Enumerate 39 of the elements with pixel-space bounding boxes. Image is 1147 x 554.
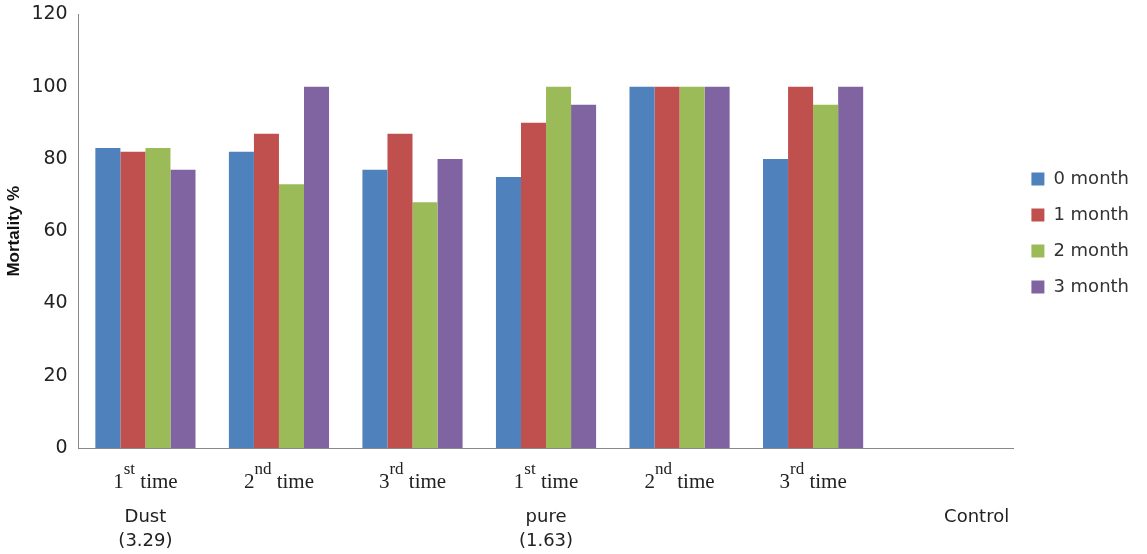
y-tick-label: 120 xyxy=(31,1,68,24)
bar xyxy=(629,86,655,448)
y-tick-label: 80 xyxy=(43,145,68,168)
bar xyxy=(387,133,413,448)
bar xyxy=(763,158,789,448)
legend-label: 3 month xyxy=(1053,274,1130,296)
bar xyxy=(304,86,330,448)
bar xyxy=(813,104,839,448)
bar xyxy=(278,184,304,448)
bar xyxy=(546,86,572,448)
legend-label: 1 month xyxy=(1053,202,1130,224)
bar xyxy=(838,86,864,448)
bar xyxy=(170,169,196,448)
bar xyxy=(654,86,680,448)
y-tick-label: 60 xyxy=(43,218,68,241)
legend-label: 0 month xyxy=(1053,166,1130,188)
y-tick-label: 40 xyxy=(43,290,68,313)
legend-label: 2 month xyxy=(1053,238,1130,260)
bar xyxy=(145,148,171,448)
text: Dust (3.29) xyxy=(118,505,173,550)
bar xyxy=(228,151,254,448)
bar xyxy=(571,104,597,448)
bar xyxy=(495,177,521,448)
y-axis-title: Mortality % xyxy=(3,185,23,277)
y-tick-label: 20 xyxy=(43,362,68,385)
bar xyxy=(362,169,388,448)
bar xyxy=(253,133,279,448)
bar xyxy=(95,148,121,448)
bar xyxy=(704,86,730,448)
y-tick-label: 100 xyxy=(31,73,68,96)
bar xyxy=(412,202,438,448)
text: pure (1.63) xyxy=(518,505,574,550)
bar xyxy=(788,86,814,448)
text: Control xyxy=(944,505,1010,526)
bar xyxy=(120,151,146,448)
bar xyxy=(679,86,705,448)
y-tick-label: 0 xyxy=(55,434,68,457)
bar xyxy=(437,158,463,448)
bar xyxy=(521,122,547,448)
